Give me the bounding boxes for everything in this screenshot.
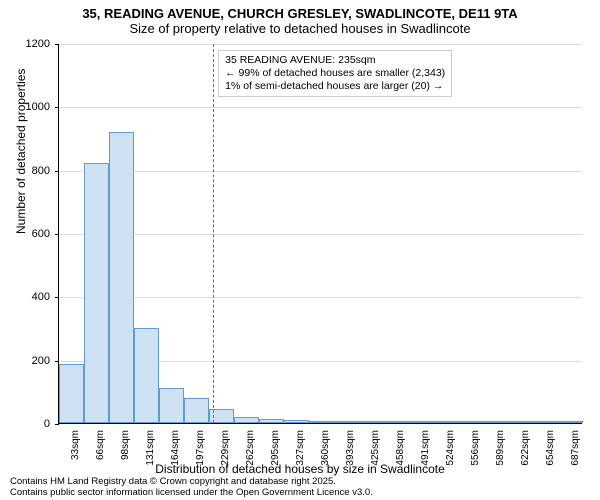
gridline [59, 44, 582, 45]
x-tick-label: 687sqm [570, 430, 581, 470]
x-tick-label: 393sqm [345, 430, 356, 470]
histogram-bar [408, 421, 433, 423]
x-tick-label: 33sqm [70, 430, 81, 470]
x-tick-label: 556sqm [470, 430, 481, 470]
annotation-box: 35 READING AVENUE: 235sqm ← 99% of detac… [218, 50, 452, 97]
chart-subtitle: Size of property relative to detached ho… [0, 21, 600, 36]
gridline [59, 297, 582, 298]
x-tick-label: 131sqm [145, 430, 156, 470]
y-tick-label: 800 [0, 165, 50, 177]
x-tick-label: 295sqm [270, 430, 281, 470]
x-tick-label: 98sqm [120, 430, 131, 470]
y-tick [55, 424, 59, 425]
gridline [59, 171, 582, 172]
histogram-bar [383, 421, 408, 423]
x-tick-label: 360sqm [320, 430, 331, 470]
histogram-bar [159, 388, 184, 423]
histogram-bar [309, 421, 334, 423]
y-tick-label: 600 [0, 228, 50, 240]
x-tick-label: 262sqm [245, 430, 256, 470]
y-tick [55, 107, 59, 108]
x-tick-label: 491sqm [420, 430, 431, 470]
y-tick [55, 44, 59, 45]
histogram-bar [284, 420, 309, 423]
annotation-line-3: 1% of semi-detached houses are larger (2… [225, 80, 445, 93]
chart-title-block: 35, READING AVENUE, CHURCH GRESLEY, SWAD… [0, 6, 600, 36]
x-tick-label: 164sqm [170, 430, 181, 470]
plot-area: 35 READING AVENUE: 235sqm ← 99% of detac… [58, 44, 582, 424]
histogram-bar [84, 163, 109, 423]
x-tick-label: 524sqm [445, 430, 456, 470]
x-tick-label: 589sqm [495, 430, 506, 470]
gridline [59, 234, 582, 235]
annotation-line-2: ← 99% of detached houses are smaller (2,… [225, 67, 445, 80]
reference-line [213, 44, 214, 423]
histogram-bar [483, 421, 508, 423]
x-tick-label: 197sqm [195, 430, 206, 470]
histogram-bar [358, 421, 383, 423]
histogram-bar [134, 328, 159, 423]
x-tick-label: 622sqm [520, 430, 531, 470]
x-tick-label: 654sqm [545, 430, 556, 470]
histogram-bar [558, 421, 583, 423]
chart-title: 35, READING AVENUE, CHURCH GRESLEY, SWAD… [0, 6, 600, 21]
x-tick-label: 458sqm [395, 430, 406, 470]
x-tick-label: 229sqm [220, 430, 231, 470]
y-tick [55, 297, 59, 298]
plot-inner [58, 44, 582, 424]
histogram-bar [333, 421, 358, 423]
footer-line-2: Contains public sector information licen… [10, 488, 373, 498]
gridline [59, 107, 582, 108]
y-tick-label: 400 [0, 291, 50, 303]
y-tick [55, 171, 59, 172]
footer-attribution: Contains HM Land Registry data © Crown c… [10, 477, 373, 498]
y-tick [55, 234, 59, 235]
annotation-line-1: 35 READING AVENUE: 235sqm [225, 54, 445, 67]
y-tick-label: 0 [0, 418, 50, 430]
histogram-bar [458, 421, 483, 423]
x-tick-label: 425sqm [370, 430, 381, 470]
histogram-bar [59, 364, 84, 423]
y-tick [55, 361, 59, 362]
histogram-bar [109, 132, 134, 423]
histogram-bar [184, 398, 209, 423]
histogram-bar [508, 421, 533, 423]
histogram-bar [533, 421, 558, 423]
histogram-bar [433, 421, 458, 423]
histogram-bar [259, 419, 284, 423]
y-tick-label: 1200 [0, 38, 50, 50]
y-tick-label: 200 [0, 355, 50, 367]
y-axis-title: Number of detached properties [14, 69, 28, 234]
footer-line-1: Contains HM Land Registry data © Crown c… [10, 477, 373, 487]
x-tick-label: 327sqm [295, 430, 306, 470]
y-tick-label: 1000 [0, 101, 50, 113]
histogram-bar [234, 417, 259, 423]
x-tick-label: 66sqm [95, 430, 106, 470]
